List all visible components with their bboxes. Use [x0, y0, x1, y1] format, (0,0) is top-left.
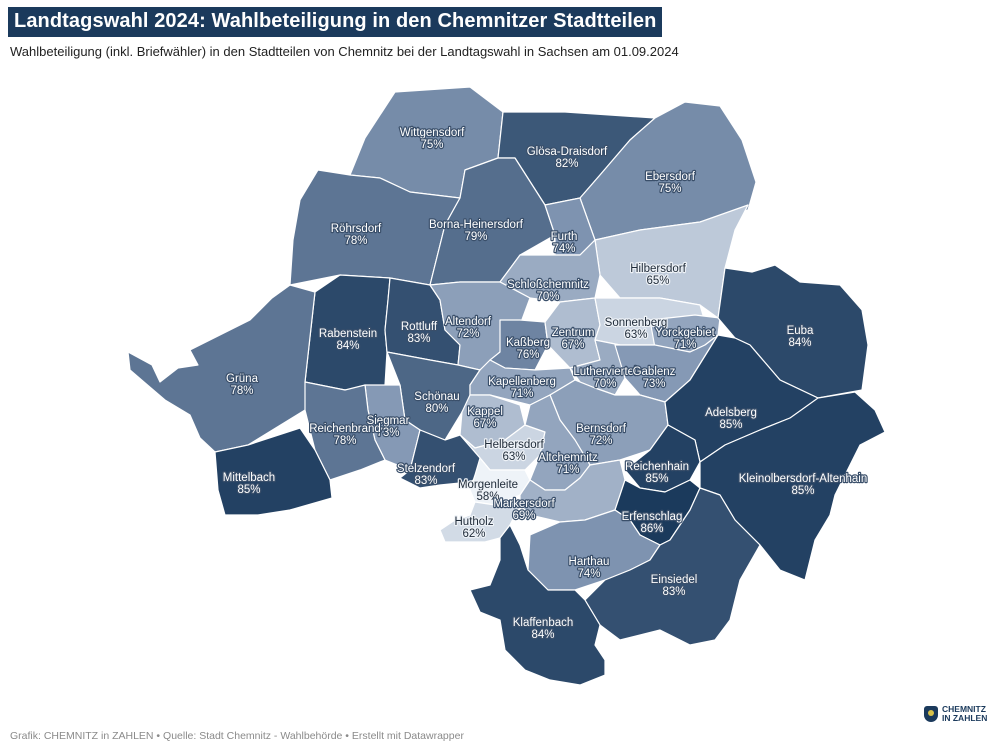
district-name-rabenstein: Rabenstein — [319, 328, 377, 340]
district-name-gloesa: Glösa-Draisdorf — [527, 146, 608, 158]
district-name-kappel: Kappel — [467, 406, 503, 418]
district-value-klaffenbach: 84% — [531, 629, 554, 641]
district-name-bernsdorf: Bernsdorf — [576, 423, 627, 435]
district-value-furth: 74% — [552, 243, 575, 255]
district-schloss[interactable] — [499, 239, 601, 303]
district-value-kleinolbersdorf: 85% — [791, 485, 814, 497]
district-name-erfenschlag: Erfenschlag — [622, 511, 683, 523]
district-value-gablenz: 73% — [642, 378, 665, 390]
district-value-yorck: 71% — [673, 339, 696, 351]
district-name-harthau: Harthau — [569, 556, 610, 568]
district-name-gablenz: Gablenz — [633, 366, 676, 378]
district-value-wittgensdorf: 75% — [420, 139, 443, 151]
district-name-schoenau: Schönau — [414, 391, 459, 403]
district-name-siegmar: Siegmar — [367, 415, 410, 427]
district-value-markersdorf: 69% — [512, 510, 535, 522]
district-name-lutherviertel: Lutherviertel — [573, 366, 636, 378]
district-name-kapellenberg: Kapellenberg — [488, 376, 556, 388]
district-value-zentrum: 67% — [561, 339, 584, 351]
district-value-schloss: 70% — [536, 291, 559, 303]
district-morgenleite[interactable] — [469, 457, 531, 506]
district-mittelbach[interactable] — [214, 427, 333, 516]
district-name-borna: Borna-Heinersdorf — [429, 219, 524, 231]
district-value-hilbersdorf: 65% — [646, 275, 669, 287]
district-name-wittgensdorf: Wittgensdorf — [400, 127, 465, 139]
district-name-altendorf: Altendorf — [445, 316, 492, 328]
brand-line-2: IN ZAHLEN — [942, 713, 988, 723]
district-value-altchemnitz: 71% — [556, 464, 579, 476]
district-name-klaffenbach: Klaffenbach — [513, 617, 574, 629]
district-name-altchemnitz: Altchemnitz — [538, 452, 598, 464]
district-name-helbersdorf: Helbersdorf — [484, 439, 544, 451]
district-value-rottluff: 83% — [407, 333, 430, 345]
district-value-harthau: 74% — [577, 568, 600, 580]
brand-line-1: CHEMNITZ — [942, 704, 986, 714]
district-value-roehrsdorf: 78% — [344, 235, 367, 247]
district-name-reichenhain: Reichenhain — [625, 461, 689, 473]
district-name-roehrsdorf: Röhrsdorf — [331, 223, 382, 235]
district-name-morgenleite: Morgenleite — [458, 479, 518, 491]
district-name-rottluff: Rottluff — [401, 321, 438, 333]
map-title: Landtagswahl 2024: Wahlbeteiligung in de… — [8, 7, 663, 37]
district-name-einsiedel: Einsiedel — [651, 574, 698, 586]
district-value-gruena: 78% — [230, 385, 253, 397]
district-name-kleinolbersdorf: Kleinolbersdorf-Altenhain — [739, 473, 868, 485]
district-value-kappel: 67% — [473, 418, 496, 430]
district-name-sonnenberg: Sonnenberg — [605, 317, 668, 329]
district-value-gloesa: 82% — [555, 158, 578, 170]
district-value-kassberg: 76% — [516, 349, 539, 361]
district-reichenbrand[interactable] — [304, 381, 386, 481]
district-value-rabenstein: 84% — [336, 340, 359, 352]
map-subtitle: Wahlbeteiligung (inkl. Briefwähler) in d… — [10, 44, 679, 59]
district-value-mittelbach: 85% — [237, 484, 260, 496]
district-value-siegmar: 73% — [376, 427, 399, 439]
district-value-einsiedel: 83% — [662, 586, 685, 598]
district-name-mittelbach: Mittelbach — [223, 472, 275, 484]
district-value-altendorf: 72% — [456, 328, 479, 340]
brand-icon — [924, 706, 938, 722]
district-gruena[interactable] — [127, 284, 316, 453]
district-value-stelzendorf: 83% — [414, 475, 437, 487]
district-name-ebersdorf: Ebersdorf — [645, 171, 696, 183]
district-value-bernsdorf: 72% — [589, 435, 612, 447]
district-value-ebersdorf: 75% — [658, 183, 681, 195]
district-value-lutherviertel: 70% — [593, 378, 616, 390]
district-value-sonnenberg: 63% — [624, 329, 647, 341]
district-value-euba: 84% — [788, 337, 811, 349]
district-name-gruena: Grüna — [226, 373, 259, 385]
district-name-reichenbrand: Reichenbrand — [309, 423, 381, 435]
district-name-zentrum: Zentrum — [552, 327, 595, 339]
district-value-reichenhain: 85% — [645, 473, 668, 485]
district-value-morgenleite: 58% — [476, 491, 499, 503]
district-name-furth: Furth — [551, 231, 578, 243]
district-name-kassberg: Kaßberg — [506, 337, 550, 349]
district-borna[interactable] — [429, 157, 556, 286]
district-name-hutholz: Hutholz — [455, 516, 494, 528]
district-name-markersdorf: Markersdorf — [493, 498, 555, 510]
district-value-erfenschlag: 86% — [640, 523, 663, 535]
district-name-schloss: Schloßchemnitz — [507, 279, 589, 291]
district-value-kapellenberg: 71% — [510, 388, 533, 400]
district-name-yorck: Yorckgebiet — [655, 327, 715, 339]
district-name-adelsberg: Adelsberg — [705, 407, 757, 419]
district-value-reichenbrand: 78% — [333, 435, 356, 447]
district-value-adelsberg: 85% — [719, 419, 742, 431]
district-hutholz[interactable] — [439, 501, 521, 543]
district-value-borna: 79% — [464, 231, 487, 243]
district-klaffenbach[interactable] — [469, 524, 606, 686]
district-value-helbersdorf: 63% — [502, 451, 525, 463]
brand-logo: CHEMNITZ IN ZAHLEN — [924, 705, 987, 723]
district-name-stelzendorf: Stelzendorf — [397, 463, 456, 475]
district-value-schoenau: 80% — [425, 403, 448, 415]
district-name-hilbersdorf: Hilbersdorf — [630, 263, 686, 275]
source-footer: Grafik: CHEMNITZ in ZAHLEN • Quelle: Sta… — [10, 730, 464, 742]
district-stelzendorf[interactable] — [399, 429, 491, 489]
district-name-euba: Euba — [787, 325, 814, 337]
district-value-hutholz: 62% — [462, 528, 485, 540]
